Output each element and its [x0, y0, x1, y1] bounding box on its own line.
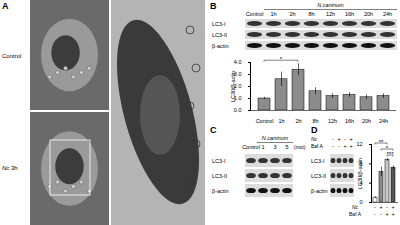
svg-text:3: 3	[273, 144, 276, 150]
svg-text:LC3-I: LC3-I	[311, 158, 325, 164]
svg-text:+: +	[379, 204, 382, 210]
svg-text:1h: 1h	[278, 118, 284, 124]
svg-text:+: +	[343, 143, 346, 149]
svg-text:1.0: 1.0	[233, 95, 242, 102]
svg-text:A: A	[2, 1, 9, 11]
svg-text:N.caninum: N.caninum	[262, 135, 289, 141]
svg-text:*: *	[280, 56, 283, 62]
svg-text:+: +	[385, 211, 388, 217]
svg-text:4.0: 4.0	[234, 59, 242, 65]
svg-text:12h: 12h	[326, 11, 335, 17]
svg-text:20h: 20h	[362, 118, 371, 124]
svg-text:(moi): (moi)	[294, 144, 306, 150]
svg-text:2.0: 2.0	[233, 83, 242, 90]
svg-text:B: B	[210, 1, 217, 11]
svg-text:16h: 16h	[345, 11, 354, 17]
svg-text:β-actin: β-actin	[212, 43, 229, 49]
svg-text:1: 1	[261, 144, 264, 150]
svg-text:LC3-I: LC3-I	[212, 21, 226, 27]
svg-text:2h: 2h	[289, 11, 295, 17]
svg-text:0: 0	[359, 199, 362, 205]
svg-text:-: -	[374, 204, 376, 210]
svg-text:+: +	[349, 136, 352, 142]
svg-text:N.caninum: N.caninum	[317, 2, 344, 8]
svg-text:2h: 2h	[295, 118, 301, 124]
svg-text:-: -	[386, 204, 388, 210]
svg-text:24h: 24h	[379, 118, 388, 124]
svg-text:Baf A: Baf A	[349, 211, 362, 217]
svg-text:LC3-II: LC3-II	[212, 32, 227, 38]
svg-text:-: -	[332, 143, 334, 149]
svg-text:20h: 20h	[364, 11, 373, 17]
svg-text:D: D	[311, 125, 318, 135]
svg-text:12: 12	[356, 141, 362, 147]
svg-text:C: C	[210, 125, 217, 135]
svg-text:0.0: 0.0	[234, 107, 242, 113]
svg-text:24h: 24h	[383, 11, 392, 17]
svg-text:β-actin: β-actin	[212, 188, 229, 194]
svg-text:1h: 1h	[270, 11, 276, 17]
svg-text:+: +	[349, 143, 352, 149]
svg-text:LC3-II: LC3-II	[311, 173, 326, 179]
svg-text:16h: 16h	[345, 118, 354, 124]
svg-text:Nc: Nc	[311, 136, 318, 142]
svg-text:+: +	[391, 211, 394, 217]
svg-text:LC3II/β-actin: LC3II/β-actin	[357, 158, 363, 189]
svg-text:LC3II/β-actin: LC3II/β-actin	[230, 71, 236, 102]
svg-text:Nc: Nc	[352, 204, 359, 210]
svg-text:-: -	[374, 211, 376, 217]
svg-text:8h: 8h	[308, 11, 314, 17]
svg-text:Nc 3h: Nc 3h	[2, 165, 18, 171]
svg-text:-: -	[332, 136, 334, 142]
svg-text:*: *	[386, 145, 389, 151]
svg-text:LC3-II: LC3-II	[212, 173, 227, 179]
svg-text:3.0: 3.0	[233, 71, 242, 78]
svg-text:+: +	[391, 204, 394, 210]
svg-text:-: -	[380, 211, 382, 217]
svg-text:-: -	[344, 136, 346, 142]
svg-text:+: +	[337, 136, 340, 142]
svg-text:**: **	[379, 139, 384, 145]
svg-text:β-actin: β-actin	[311, 188, 328, 194]
svg-text:12h: 12h	[328, 118, 337, 124]
svg-text:5: 5	[285, 144, 288, 150]
svg-text:Baf A: Baf A	[311, 143, 324, 149]
svg-text:Control: Control	[242, 144, 260, 150]
svg-text:Control: Control	[256, 118, 274, 124]
svg-text:Control: Control	[246, 11, 264, 17]
svg-text:Control: Control	[2, 53, 21, 59]
svg-text:-: -	[338, 143, 340, 149]
svg-text:LC3-I: LC3-I	[212, 158, 226, 164]
svg-text:8h: 8h	[312, 118, 318, 124]
svg-text:***: ***	[386, 151, 394, 157]
